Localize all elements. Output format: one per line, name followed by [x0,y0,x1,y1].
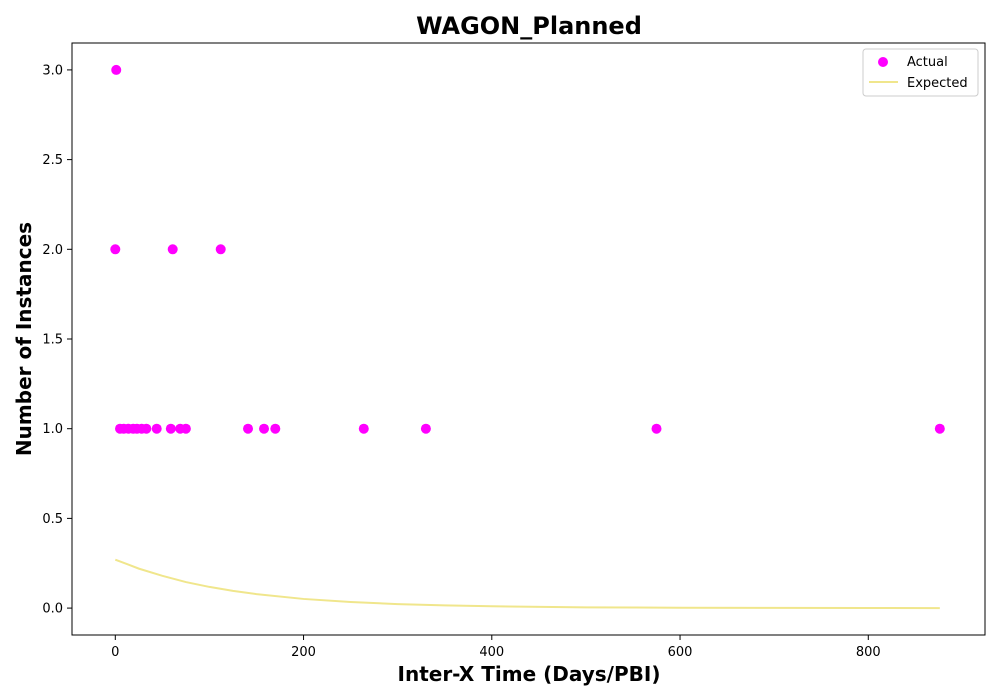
y-tick-label: 2.0 [42,243,63,258]
legend-label-expected: Expected [907,76,968,91]
actual-point [110,244,121,255]
actual-point [165,423,176,434]
actual-point [934,423,945,434]
y-tick-label: 0.5 [42,512,63,527]
y-axis-label: Number of Instances [12,222,36,456]
x-tick-label: 600 [668,645,693,660]
actual-point [151,423,162,434]
actual-point [141,423,152,434]
actual-point [111,64,122,75]
chart-title: WAGON_Planned [416,12,642,40]
actual-point [180,423,191,434]
y-tick-label: 0.0 [42,602,63,617]
actual-point [215,244,226,255]
legend-frame [862,48,979,97]
actual-point [243,423,254,434]
y-tick-label: 1.0 [42,422,63,437]
y-tick-label: 2.5 [42,153,63,168]
expected-line [114,558,940,610]
actual-point [420,423,431,434]
x-axis-label: Inter-X Time (Days/PBI) [398,662,661,686]
plot-area [110,64,945,610]
x-axis: 0 200 400 600 800 [111,635,881,660]
actual-point [270,423,281,434]
legend: Actual Expected [862,48,979,97]
actual-point [259,423,270,434]
y-tick-label: 1.5 [42,333,63,348]
x-tick-label: 800 [856,645,881,660]
actual-point [651,423,662,434]
x-tick-label: 0 [111,645,119,660]
y-axis: 0.0 0.5 1.0 1.5 2.0 2.5 3.0 [42,63,72,617]
actual-point [167,244,178,255]
legend-marker-actual [878,57,888,67]
legend-label-actual: Actual [907,55,948,70]
x-tick-label: 200 [291,645,316,660]
x-tick-label: 400 [479,645,504,660]
y-tick-label: 3.0 [42,63,63,78]
actual-point [358,423,369,434]
